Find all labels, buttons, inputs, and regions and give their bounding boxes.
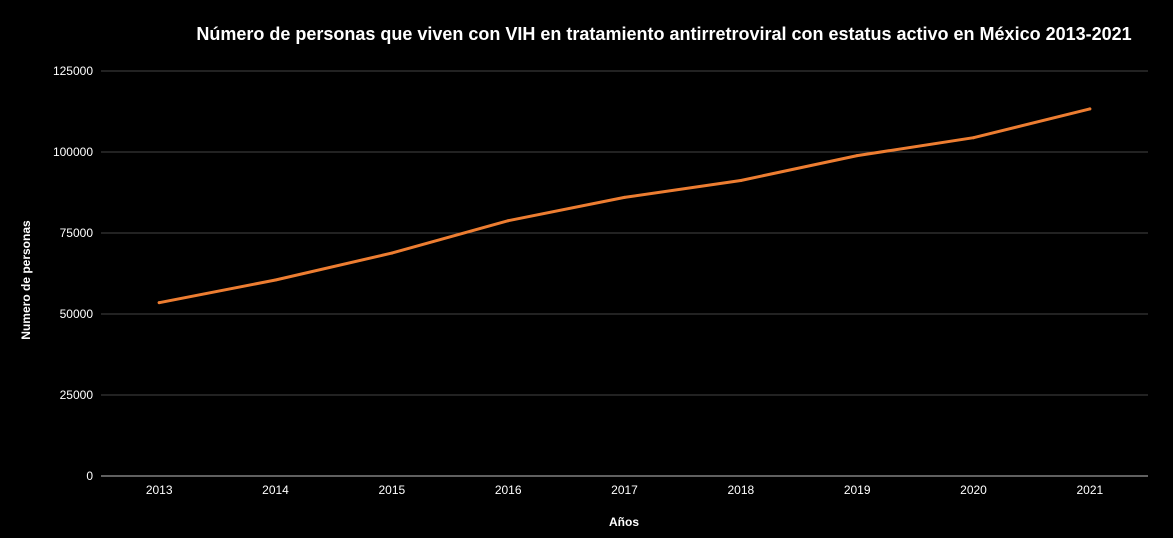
x-tick-label: 2013: [146, 483, 173, 497]
x-tick-label: 2021: [1076, 483, 1103, 497]
y-tick-label: 100000: [53, 145, 93, 159]
x-tick-label: 2015: [378, 483, 405, 497]
data-point: [274, 278, 277, 282]
x-tick-label: 2020: [960, 483, 987, 497]
data-point: [623, 195, 626, 199]
data-point: [1088, 107, 1092, 111]
chart-title: Número de personas que viven con VIH en …: [196, 24, 1131, 44]
data-point: [739, 179, 743, 183]
y-tick-label: 50000: [60, 307, 94, 321]
x-tick-label: 2019: [844, 483, 871, 497]
x-axis-label: Años: [609, 515, 639, 529]
y-tick-label: 125000: [53, 64, 93, 78]
data-point: [855, 154, 859, 158]
y-tick-label: 0: [86, 469, 93, 483]
data-point: [972, 136, 975, 140]
x-tick-label: 2016: [495, 483, 522, 497]
data-point: [506, 219, 510, 223]
y-tick-label: 75000: [60, 226, 94, 240]
gridlines: [101, 70, 1148, 396]
y-axis-label: Numero de personas: [19, 220, 33, 340]
y-axis-ticks: 0 25000 50000 75000 100000 125000: [53, 64, 93, 483]
x-axis-ticks: 2013 2014 2015 2016 2017 2018 2019 2020 2021: [146, 483, 1104, 497]
data-point: [157, 301, 161, 305]
y-tick-label: 25000: [60, 388, 94, 402]
data-point: [390, 251, 394, 255]
x-tick-label: 2014: [262, 483, 289, 497]
x-tick-label: 2018: [727, 483, 754, 497]
x-tick-label: 2017: [611, 483, 638, 497]
series-layer: [157, 107, 1092, 305]
